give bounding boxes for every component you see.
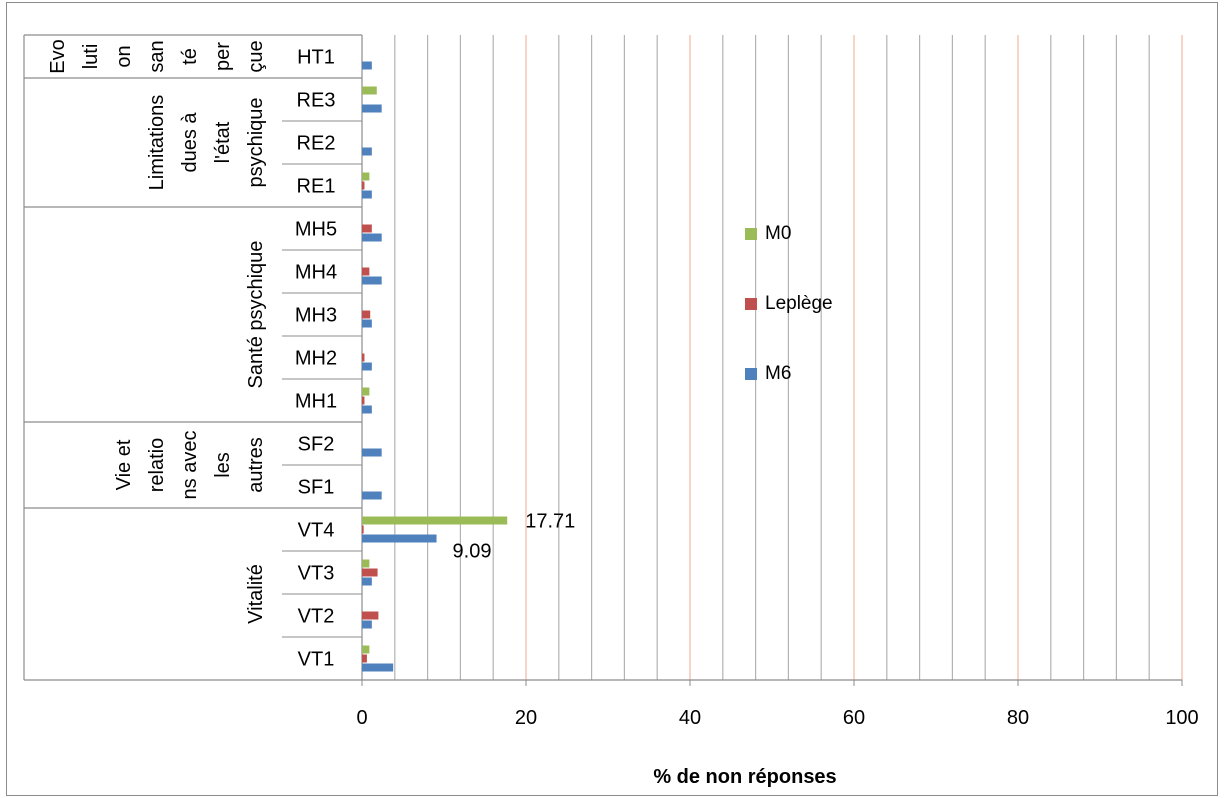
- bar-leplege-vt3: [362, 568, 378, 577]
- category-label-ht1: HT1: [297, 47, 335, 69]
- bar-leplege-mh2: [362, 353, 365, 362]
- group-label-evolution-line-1: luti: [80, 44, 102, 70]
- bar-m0-vt4: [362, 516, 508, 525]
- group-label-limitations-line-0: Limitations: [146, 95, 168, 191]
- bar-m6-sf2: [362, 448, 382, 457]
- legend-swatch-leplege: [745, 298, 757, 310]
- x-tick-label-0: 0: [356, 707, 367, 729]
- bar-leplege-vt2: [362, 611, 379, 620]
- bar-m6-ht1: [362, 61, 372, 70]
- category-label-mh3: MH3: [295, 305, 337, 327]
- category-label-vt2: VT2: [298, 606, 335, 628]
- category-label-re2: RE2: [297, 133, 336, 155]
- group-label-limitations-line-1: dues à: [179, 112, 201, 173]
- bar-leplege-re1: [362, 181, 365, 190]
- bar-m6-re1: [362, 190, 372, 199]
- group-label-vie-line-4: autres: [245, 437, 267, 493]
- bar-m6-vt2: [362, 620, 372, 629]
- category-label-vt1: VT1: [298, 649, 335, 671]
- data-label-m0-vt4: 17.71: [525, 511, 575, 533]
- category-label-sf1: SF1: [298, 477, 335, 499]
- legend-label-m0: M0: [765, 223, 792, 244]
- bar-m6-mh4: [362, 276, 382, 285]
- legend-item-leplege: Leplège: [745, 292, 833, 316]
- bar-leplege-mh3: [362, 310, 371, 319]
- data-label-m6-vt4: 9.09: [453, 541, 492, 563]
- x-axis-title: % de non réponses: [653, 766, 837, 788]
- bar-m0-re1: [362, 172, 370, 181]
- group-label-vie-line-1: relatio: [146, 438, 168, 492]
- bar-m0-re3: [362, 86, 377, 95]
- category-label-vt4: VT4: [298, 520, 335, 542]
- bar-m6-re2: [362, 147, 372, 156]
- group-label-vie-line-3: les: [212, 452, 234, 478]
- legend-swatch-m6: [745, 368, 757, 380]
- legend-item-m0: M0: [745, 222, 791, 246]
- bar-m6-sf1: [362, 491, 382, 500]
- legend-label-leplege: Leplège: [765, 293, 833, 314]
- group-label-evolution-line-0: Evo: [47, 39, 69, 73]
- bar-leplege-vt4: [362, 525, 364, 534]
- category-label-sf2: SF2: [298, 434, 335, 456]
- category-label-vt3: VT3: [298, 563, 335, 585]
- bar-m6-re3: [362, 104, 382, 113]
- group-label-vie-line-2: ns avec: [179, 431, 201, 500]
- category-label-mh2: MH2: [295, 348, 337, 370]
- group-label-vitalite-line-0: Vitalité: [245, 564, 267, 624]
- category-label-mh5: MH5: [295, 219, 337, 241]
- chart-frame: [6, 2, 1218, 796]
- bar-m6-mh5: [362, 233, 382, 242]
- bar-m6-vt3: [362, 577, 372, 586]
- group-label-evolution-line-5: per: [212, 42, 234, 71]
- legend-item-m6: M6: [745, 362, 791, 386]
- category-label-re1: RE1: [297, 176, 336, 198]
- x-tick-label-40: 40: [679, 707, 701, 729]
- category-label-mh4: MH4: [295, 262, 337, 284]
- bar-leplege-vt1: [362, 654, 367, 663]
- x-tick-label-80: 80: [1007, 707, 1029, 729]
- category-label-re3: RE3: [297, 90, 336, 112]
- bar-m6-mh2: [362, 362, 372, 371]
- legend-swatch-m0: [745, 228, 757, 240]
- legend-label-m6: M6: [765, 363, 792, 384]
- bar-m6-mh1: [362, 405, 372, 414]
- bar-leplege-mh4: [362, 267, 370, 276]
- group-label-limitations-line-3: psychique: [245, 97, 267, 187]
- group-label-evolution-line-2: on: [113, 45, 135, 67]
- bar-m6-vt4: [362, 534, 437, 543]
- category-label-mh1: MH1: [295, 391, 337, 413]
- bar-m0-vt1: [362, 645, 370, 654]
- x-tick-label-20: 20: [515, 707, 537, 729]
- group-label-evolution-line-3: san: [146, 40, 168, 72]
- group-label-evolution-line-6: çue: [245, 40, 267, 72]
- group-label-sante-line-0: Santé psychique: [245, 241, 267, 389]
- group-label-evolution-line-4: té: [179, 48, 201, 65]
- bar-m0-mh1: [362, 387, 370, 396]
- x-tick-label-100: 100: [1165, 707, 1198, 729]
- bar-m6-mh3: [362, 319, 372, 328]
- x-tick-label-60: 60: [843, 707, 865, 729]
- bar-m0-vt3: [362, 559, 370, 568]
- bar-leplege-mh1: [362, 396, 365, 405]
- group-label-limitations-line-2: l'état: [212, 121, 234, 163]
- group-label-vie-line-0: Vie et: [113, 439, 135, 490]
- bar-leplege-mh5: [362, 224, 372, 233]
- bar-m6-vt1: [362, 663, 394, 672]
